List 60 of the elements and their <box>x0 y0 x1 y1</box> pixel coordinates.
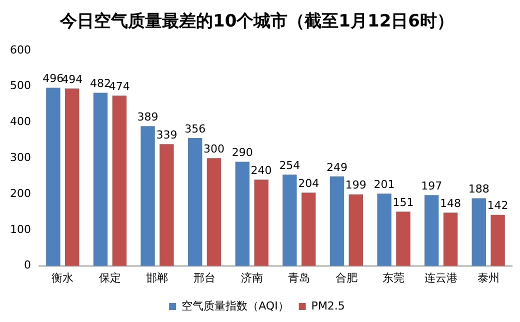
bar <box>472 198 486 266</box>
bar <box>443 212 458 266</box>
bar <box>93 92 108 266</box>
data-label: 356 <box>184 122 206 136</box>
data-label: 494 <box>62 72 83 86</box>
bar <box>160 144 174 266</box>
bar <box>188 138 202 266</box>
x-tick-label: 济南 <box>240 271 263 284</box>
data-label: 300 <box>204 142 225 156</box>
x-tick-label: 连云港 <box>424 271 458 284</box>
bar <box>490 214 505 266</box>
data-label: 204 <box>298 176 320 190</box>
data-label: 188 <box>468 182 490 196</box>
y-tick-label: 500 <box>10 79 31 92</box>
data-label: 151 <box>392 196 414 209</box>
bar <box>396 212 410 266</box>
chart-title: 今日空气质量最差的10个城市（截至1月12日6时） <box>59 12 454 32</box>
bar <box>348 194 364 266</box>
bar <box>46 88 60 266</box>
bar <box>282 174 297 266</box>
legend-label: 空气质量指数（AQI） <box>182 299 289 312</box>
x-tick-label: 青岛 <box>288 271 310 284</box>
y-tick-label: 100 <box>10 222 31 236</box>
bar <box>424 195 439 266</box>
data-label: 389 <box>137 110 158 124</box>
data-label: 254 <box>279 158 300 172</box>
data-label: 240 <box>250 164 272 177</box>
x-tick-label: 邯郸 <box>146 271 168 284</box>
bar <box>377 194 392 266</box>
data-label: 199 <box>345 178 366 192</box>
data-label: 142 <box>487 199 508 212</box>
data-label: 474 <box>108 80 130 93</box>
legend-label: PM2.5 <box>311 299 345 312</box>
bar <box>112 96 126 266</box>
bar <box>235 162 250 266</box>
data-label: 290 <box>232 146 253 160</box>
x-tick-label: 合肥 <box>335 271 358 284</box>
data-label: 496 <box>42 72 64 86</box>
y-tick-label: 600 <box>10 43 31 56</box>
data-label: 339 <box>156 128 178 142</box>
bar <box>140 126 155 266</box>
y-tick-label: 400 <box>10 115 31 128</box>
y-tick-label: 0 <box>24 258 31 272</box>
bar <box>206 158 222 266</box>
y-tick-label: 300 <box>10 150 31 164</box>
data-label: 201 <box>374 178 395 191</box>
x-tick-label: 东莞 <box>382 271 405 284</box>
data-label: 197 <box>421 179 442 192</box>
bar <box>302 192 316 266</box>
bar <box>65 88 80 266</box>
x-tick-label: 邢台 <box>194 271 216 284</box>
data-label: 482 <box>90 77 111 90</box>
data-label: 249 <box>326 160 348 174</box>
y-tick-label: 200 <box>10 186 31 200</box>
x-tick-label: 保定 <box>98 271 121 284</box>
bar <box>254 180 268 266</box>
data-label: 148 <box>440 197 462 210</box>
x-tick-label: 泰州 <box>477 271 500 284</box>
x-tick-label: 衡水 <box>52 271 74 284</box>
bar <box>330 176 344 266</box>
